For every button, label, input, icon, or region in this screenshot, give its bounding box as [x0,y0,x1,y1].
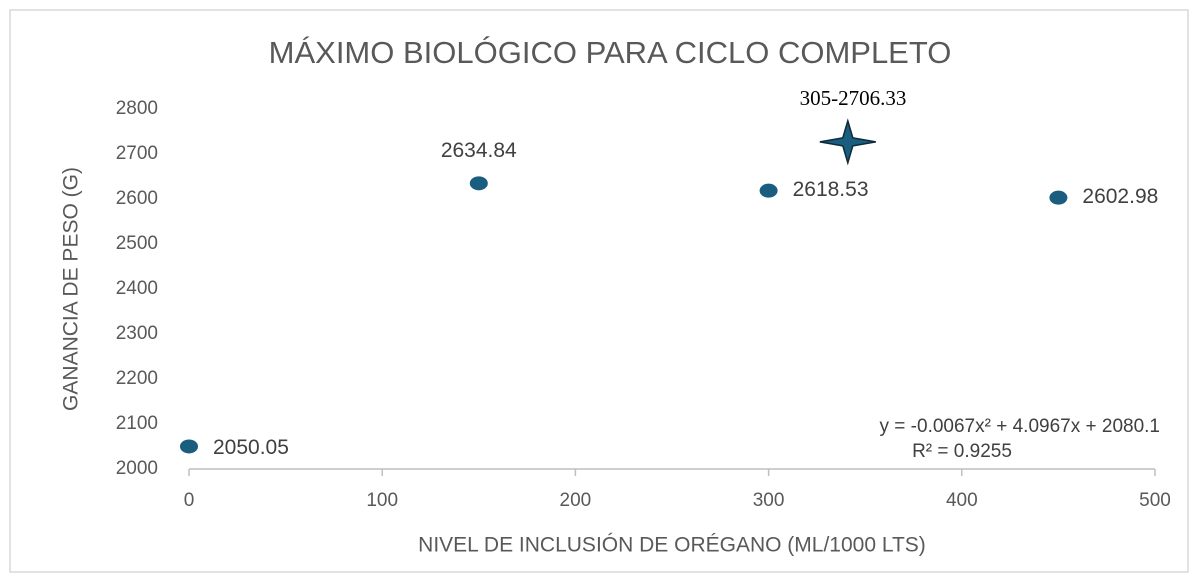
y-tick-label: 2400 [116,278,158,299]
data-label: 2602.98 [1082,185,1158,208]
x-tick-label: 400 [946,490,978,511]
y-tick-label: 2000 [116,458,158,479]
chart-frame [9,9,1189,573]
data-point [1049,190,1068,205]
x-axis-label: NIVEL DE INCLUSIÓN DE ORÉGANO (ML/1000 L… [418,534,926,557]
annotation-label: 305-2706.33 [800,86,907,110]
y-tick-label: 2800 [116,98,158,119]
x-tick-label: 100 [366,490,398,511]
x-tick-label: 0 [184,490,195,511]
data-point [469,176,488,191]
y-tick-label: 2100 [116,413,158,434]
trendline-r-squared: R² = 0.9255 [912,441,1012,462]
y-axis-label: GANANCIA DE PESO (G) [60,167,83,411]
data-point [180,439,198,454]
trendline-equation: y = -0.0067x² + 4.0967x + 2080.1 [880,416,1160,437]
y-tick-label: 2300 [116,323,158,344]
data-point [759,183,778,198]
x-tick-label: 500 [1139,490,1171,511]
data-label: 2618.53 [793,178,869,201]
chart-title: MÁXIMO BIOLÓGICO PARA CICLO COMPLETO [269,35,952,70]
y-tick-label: 2700 [116,143,158,164]
data-label: 2050.05 [213,436,289,459]
x-tick-label: 200 [560,490,592,511]
y-tick-label: 2200 [116,368,158,389]
data-label: 2634.84 [441,139,517,162]
x-tick-label: 300 [753,490,785,511]
annotation-star [819,118,876,166]
y-tick-label: 2600 [116,188,158,209]
y-tick-label: 2500 [116,233,158,254]
